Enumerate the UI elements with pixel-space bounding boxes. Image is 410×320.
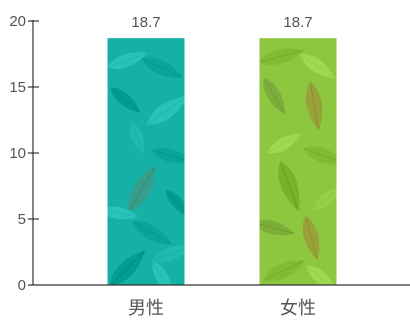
- y-tick-label-10: 10: [9, 145, 26, 162]
- bar-2-leaf-4: [305, 81, 323, 131]
- bar-1-leaf-pattern: [107, 52, 185, 285]
- data-label-1: 18.7: [131, 14, 160, 31]
- bar-2-leaf-1: [259, 48, 305, 65]
- category-label-2: 女性: [280, 298, 316, 319]
- bar-1-leaf-4: [146, 95, 185, 125]
- data-label-2: 18.7: [283, 14, 312, 31]
- bars: [107, 38, 337, 285]
- labels: 18.7 男性 18.7 女性 0 5 10 15 20: [9, 13, 316, 319]
- bar-2-leaf-7: [278, 160, 300, 212]
- y-tick-label-5: 5: [18, 211, 26, 228]
- bar-1-leaf-9: [107, 206, 139, 220]
- bar-1-leaf-12: [109, 250, 146, 285]
- bar-1-leaf-3: [110, 87, 141, 113]
- bar-1-leaf-8: [165, 189, 185, 217]
- y-tick-label-20: 20: [9, 13, 26, 30]
- bar-1-leaf-10: [132, 221, 173, 245]
- bar-1-leaf-11: [152, 245, 185, 263]
- bar-1-leaf-1: [107, 52, 148, 70]
- bar-2-leaf-9: [259, 220, 296, 236]
- bar-1-leaf-7: [128, 164, 156, 212]
- bar-2-leaf-10: [302, 215, 320, 261]
- bar-1-leaf-5: [130, 121, 145, 156]
- bar-2-leaf-5: [267, 133, 302, 154]
- bar-2: [259, 38, 337, 285]
- bar-2-leaf-11: [263, 260, 306, 281]
- bar-2-leaf-6: [302, 146, 337, 165]
- bar-2-leaf-2: [299, 53, 336, 79]
- bar-1-leaf-13: [152, 261, 173, 285]
- bar-1-leaf-6: [151, 148, 185, 164]
- category-label-1: 男性: [128, 298, 164, 319]
- bar-2-leaf-pattern: [259, 48, 337, 285]
- bar-1-leaf-2: [141, 57, 184, 79]
- y-tick-label-0: 0: [18, 277, 26, 294]
- bar-2-leaf-3: [263, 77, 286, 115]
- y-tick-label-15: 15: [9, 79, 26, 96]
- axes: [28, 20, 410, 286]
- bar-1: [107, 38, 185, 285]
- bar-2-leaf-8: [313, 186, 337, 210]
